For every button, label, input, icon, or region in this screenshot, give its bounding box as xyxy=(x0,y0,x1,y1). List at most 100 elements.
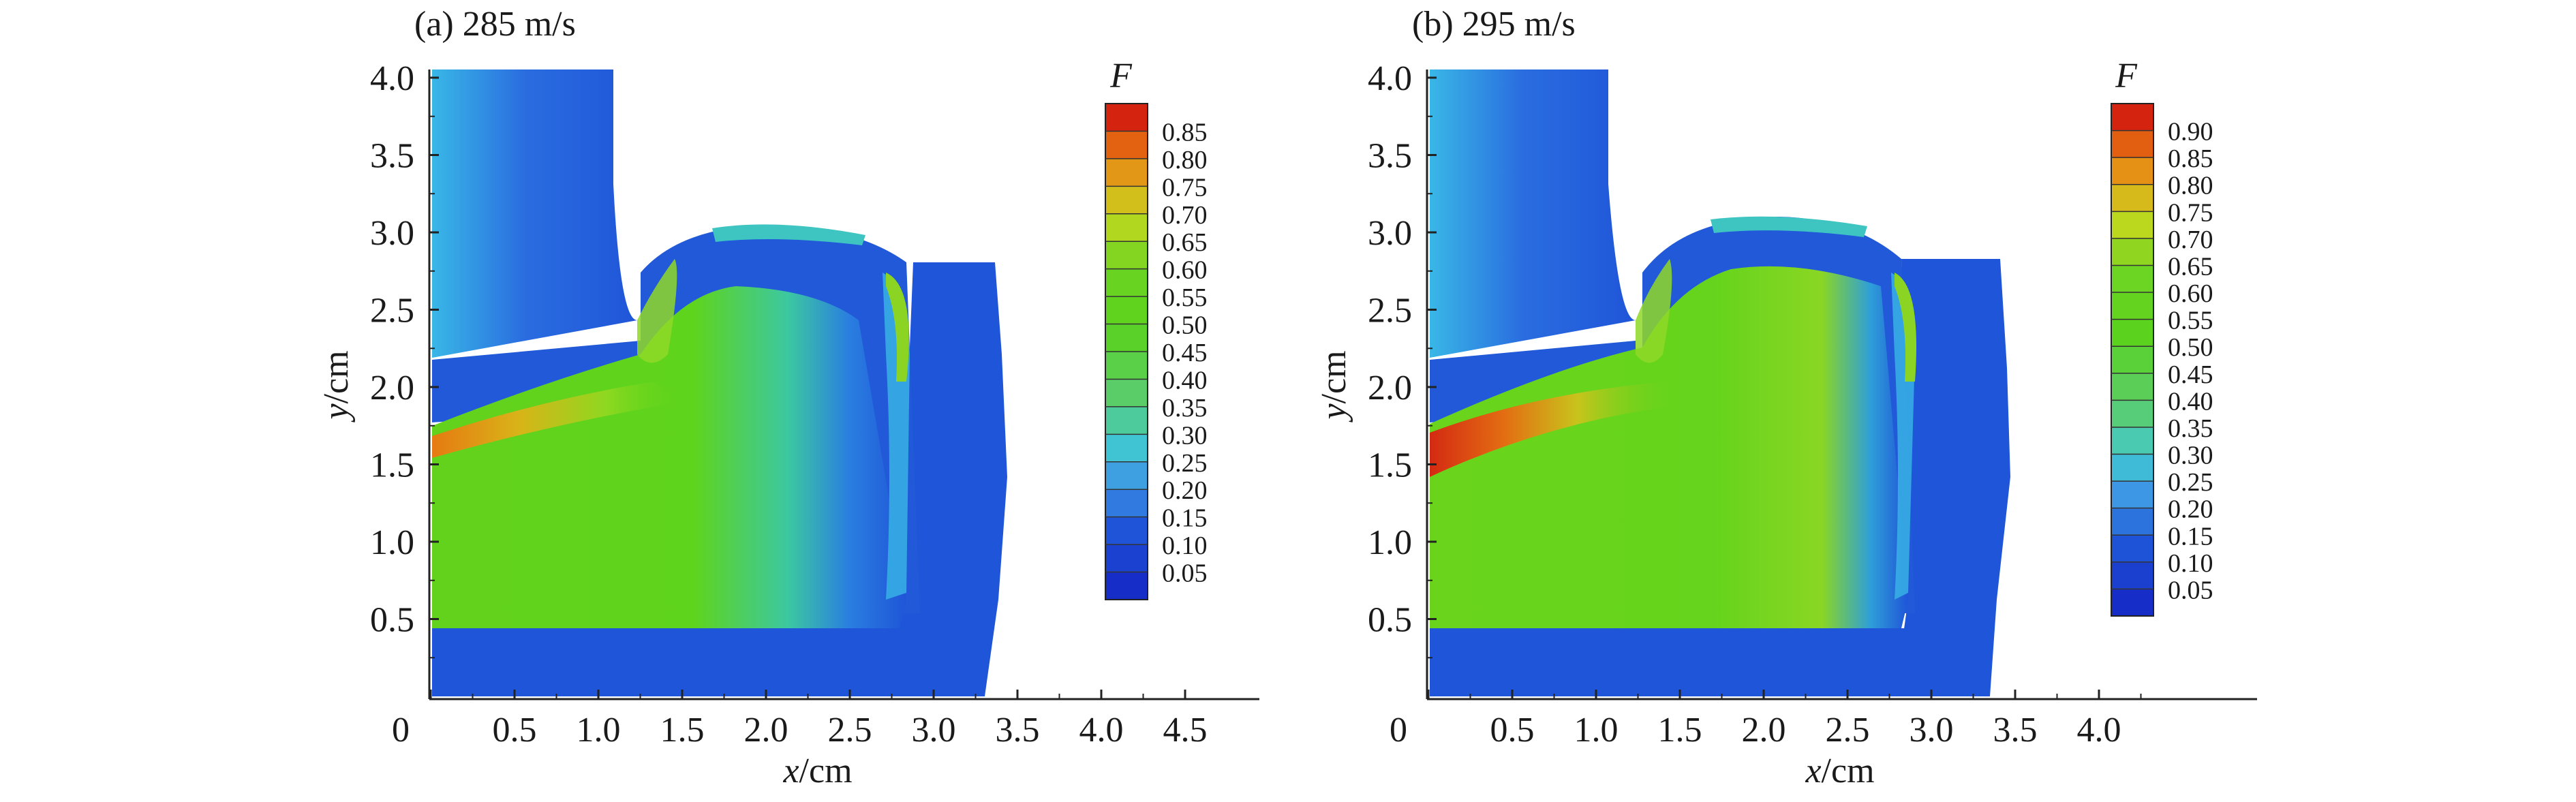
panel-a-colorbar-band xyxy=(1105,516,1148,545)
panel-b-colorbar-tick-label: 0.30 xyxy=(2168,442,2213,470)
panel-a-y-tick-label: 4.0 xyxy=(370,59,414,98)
panel-a-colorbar-band xyxy=(1105,186,1148,215)
panel-a-colorbar-tick-label: 0.05 xyxy=(1162,559,1208,588)
panel-b-colorbar-tick-label: 0.75 xyxy=(2168,198,2213,227)
panel-b-colorbar-frame xyxy=(2111,103,2154,617)
panel-a-colorbar-tick-label: 0.75 xyxy=(1162,173,1208,202)
panel-a-origin-label: 0 xyxy=(392,711,410,750)
panel-a-colorbar-band xyxy=(1105,213,1148,242)
panel-b-colorbar: F 0.050.100.150.200.250.300.350.400.450.… xyxy=(2111,57,2213,617)
panel-b-colorbar-band xyxy=(2111,130,2153,158)
panel-a-x-tick-label: 2.5 xyxy=(828,711,872,750)
panel-b-x-tick-label: 1.5 xyxy=(1658,711,1702,750)
panel-a-x-tick-label: 3.5 xyxy=(996,711,1040,750)
panel-b-colorbar-band xyxy=(2111,481,2153,509)
panel-b-colorbar-band xyxy=(2111,400,2153,428)
panel-b-x-tick-label: 4.0 xyxy=(2077,711,2121,750)
panel-b-colorbar-tick-label: 0.85 xyxy=(2168,144,2213,173)
panel-a-colorbar-tick-label: 0.10 xyxy=(1162,531,1208,560)
panel-b-colorbar-tick-label: 0.15 xyxy=(2168,522,2213,551)
panel-a-colorbar: F 0.050.100.150.200.250.300.350.400.450.… xyxy=(1105,57,1208,600)
panel-a-x-tick-label: 3.0 xyxy=(912,711,956,750)
panel-b-colorbar-band xyxy=(2111,292,2153,320)
panel-b-colorbar-band xyxy=(2111,104,2153,132)
panel-b-colorbar-tick-label: 0.90 xyxy=(2168,118,2213,146)
panel-a-colorbar-tick-label: 0.70 xyxy=(1162,201,1208,230)
panel-b-y-tick-label: 0.5 xyxy=(1368,601,1412,640)
panel-a-title: (a) 285 m/s xyxy=(414,5,576,44)
panel-a-contour-field xyxy=(432,70,1007,696)
panel-a-colorbar-band xyxy=(1105,324,1148,352)
panel-a-y-tick-label: 0.5 xyxy=(370,601,414,640)
panel-a-colorbar-tick-label: 0.65 xyxy=(1162,228,1208,257)
panel-b-y-tick-label: 4.0 xyxy=(1368,59,1412,98)
panel-b-contour-field xyxy=(1430,70,2010,696)
panel-b-y-tick-label: 3.0 xyxy=(1368,214,1412,253)
panel-a-colorbar-tick-label: 0.40 xyxy=(1162,366,1208,395)
panel-b-colorbar-band xyxy=(2111,346,2153,374)
panel-b-y-tick-label: 3.5 xyxy=(1368,137,1412,176)
panel-a-colorbar-band xyxy=(1105,434,1148,463)
panel-b-colorbar-tick-label: 0.10 xyxy=(2168,549,2213,578)
panel-b-colorbar-tick-label: 0.05 xyxy=(2168,576,2213,604)
panel-a-colorbar-band xyxy=(1105,241,1148,270)
panel-b-title: (b) 295 m/s xyxy=(1412,5,1576,44)
panel-a-x-tick-label: 2.0 xyxy=(744,711,788,750)
panel-a-colorbar-tick-label: 0.35 xyxy=(1162,394,1208,422)
panel-a-y-tick-label: 1.5 xyxy=(370,446,414,485)
panel-b: 0.5 1.0 1.5 2.0 2.5 3.0 3.5 4.0 0 0.5 1.0 1.5 2.0 2.… xyxy=(1315,5,2257,790)
panel-a-colorbar-tick-label: 0.60 xyxy=(1162,256,1208,285)
panel-a-colorbar-tick-label: 0.15 xyxy=(1162,504,1208,533)
panel-b-ylabel: y/cm xyxy=(1315,350,1353,422)
panel-a-colorbar-band xyxy=(1105,406,1148,435)
panel-a-colorbar-label: F xyxy=(1109,57,1133,95)
panel-b-colorbar-band xyxy=(2111,508,2153,536)
panel-b-x-tick-label: 1.0 xyxy=(1574,711,1619,750)
panel-b-colorbar-band xyxy=(2111,157,2153,185)
panel-b-colorbar-tick-label: 0.70 xyxy=(2168,226,2213,254)
panel-b-y-tick-label: 1.5 xyxy=(1368,446,1412,485)
panel-a-colorbar-tick-label: 0.20 xyxy=(1162,476,1208,505)
panel-a-colorbar-band xyxy=(1105,572,1148,600)
panel-a-colorbar-band xyxy=(1105,544,1148,573)
panel-b-x-tick-label: 3.0 xyxy=(1910,711,1954,750)
panel-b-colorbar-band xyxy=(2111,184,2153,212)
panel-b-colorbar-tick-label: 0.25 xyxy=(2168,468,2213,497)
panel-a-axes: 0.5 1.0 1.5 2.0 2.5 3.0 3.5 4.0 4.5 0 0.5 1.0 1.5 2.… xyxy=(370,59,1259,750)
panel-b-colorbar-band xyxy=(2111,589,2153,617)
panel-a-x-tick-label: 1.5 xyxy=(660,711,705,750)
panel-a-colorbar-band xyxy=(1105,489,1148,518)
panel-b-colorbar-tick-label: 0.80 xyxy=(2168,172,2213,200)
panel-b-x-tick-label: 2.5 xyxy=(1826,711,1870,750)
panel-b-x-tick-label: 0.5 xyxy=(1490,711,1535,750)
panel-b-colorbar-band xyxy=(2111,561,2153,590)
panel-a-colorbar-tick-label: 0.45 xyxy=(1162,339,1208,367)
panel-a-colorbar-band xyxy=(1105,352,1148,380)
panel-b-colorbar-tick-label: 0.20 xyxy=(2168,495,2213,524)
panel-b-colorbar-band xyxy=(2111,454,2153,482)
panel-b-colorbar-tick-label: 0.40 xyxy=(2168,387,2213,416)
panel-a-colorbar-band xyxy=(1105,461,1148,490)
panel-b-y-tick-label: 2.0 xyxy=(1368,369,1412,407)
panel-a: 0.5 1.0 1.5 2.0 2.5 3.0 3.5 4.0 4.5 0 0.5 1.0 1.5 2.… xyxy=(317,5,1259,790)
panel-a-x-tick-label: 1.0 xyxy=(577,711,621,750)
panel-a-colorbar-band xyxy=(1105,104,1148,132)
panel-b-colorbar-tick-label: 0.35 xyxy=(2168,414,2213,443)
panel-b-x-tick-label: 3.5 xyxy=(1993,711,2038,750)
panel-a-colorbar-tick-label: 0.30 xyxy=(1162,421,1208,450)
panel-a-colorbar-band xyxy=(1105,379,1148,407)
panel-b-colorbar-band xyxy=(2111,238,2153,266)
panel-b-colorbar-tick-label: 0.50 xyxy=(2168,333,2213,362)
panel-b-axes: 0.5 1.0 1.5 2.0 2.5 3.0 3.5 4.0 0 0.5 1.0 1.5 2.0 2.… xyxy=(1368,59,2257,750)
panel-a-ylabel: y/cm xyxy=(317,350,356,422)
panel-b-y-tick-label: 2.5 xyxy=(1368,292,1412,330)
panel-b-colorbar-band xyxy=(2111,211,2153,239)
panel-b-y-tick-label: 1.0 xyxy=(1368,523,1412,562)
panel-a-xlabel: x/cm xyxy=(782,752,852,790)
panel-a-colorbar-tick-label: 0.55 xyxy=(1162,283,1208,312)
panel-b-colorbar-band xyxy=(2111,535,2153,563)
panel-a-colorbar-band xyxy=(1105,158,1148,187)
panel-b-xlabel: x/cm xyxy=(1805,752,1874,790)
